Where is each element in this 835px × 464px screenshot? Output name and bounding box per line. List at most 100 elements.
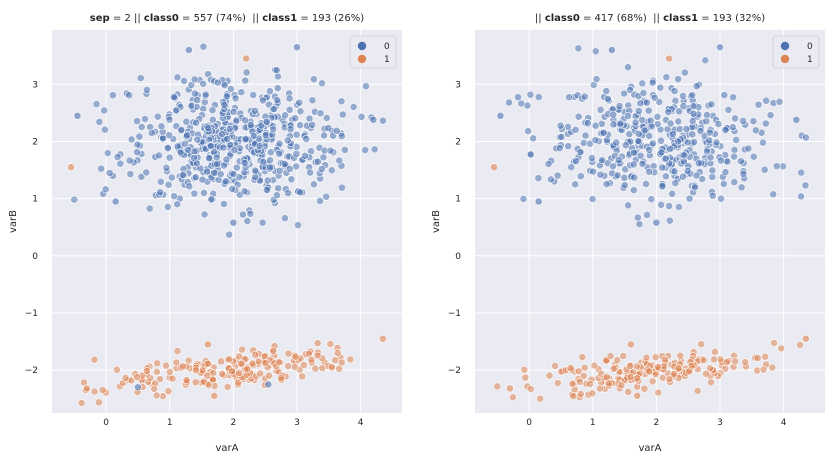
scatter-point-class0 (658, 182, 667, 190)
scatter-point-class0 (666, 145, 675, 153)
scatter-point-class0 (165, 153, 174, 162)
scatter-point-class0 (292, 149, 301, 158)
scatter-point-class1 (707, 378, 715, 387)
y-tick-label: −1 (25, 309, 38, 319)
scatter-point-class1 (218, 369, 226, 378)
scatter-point-class0 (674, 137, 682, 146)
scatter-point-class0 (262, 185, 271, 194)
scatter-point-class1 (580, 363, 589, 372)
scatter-point-class0 (266, 163, 274, 172)
scatter-point-class0 (220, 100, 229, 109)
scatter-point-class0 (586, 139, 594, 148)
scatter-point-class0 (571, 180, 580, 189)
scatter-point-class0 (719, 180, 728, 188)
scatter-point-class1 (313, 339, 322, 348)
scatter-point-class1 (770, 339, 778, 347)
scatter-point-class0 (133, 148, 141, 157)
scatter-point-class0 (607, 46, 616, 54)
scatter-point-class1 (802, 334, 810, 343)
scatter-point-class0 (678, 172, 687, 181)
scatter-point-class0 (649, 139, 657, 148)
scatter-point-class0 (620, 173, 629, 182)
scatter-point-class1 (173, 347, 182, 355)
scatter-point-class1 (261, 358, 270, 367)
scatter-point-class0 (645, 167, 654, 176)
scatter-point-class1 (651, 370, 660, 379)
scatter-point-class1 (609, 364, 618, 373)
scatter-point-class0 (170, 192, 179, 201)
x-tick-label: 3 (717, 418, 723, 428)
scatter-point-class0 (284, 189, 292, 198)
scatter-point-class1 (182, 376, 191, 384)
scatter-point-class0 (689, 102, 698, 111)
scatter-point-class0 (190, 75, 199, 84)
scatter-point-class0 (534, 174, 543, 183)
scatter-point-class1 (520, 365, 529, 374)
x-tick-label: 1 (167, 418, 173, 428)
scatter-point-class0 (286, 125, 295, 134)
scatter-point-class0 (769, 190, 778, 199)
scatter-point-class0 (703, 111, 711, 119)
scatter-point-class0 (213, 78, 222, 87)
scatter-point-class1 (83, 384, 91, 393)
scatter-point-class0 (230, 146, 239, 154)
scatter-point-class1 (578, 353, 587, 361)
scatter-point-class0 (165, 115, 174, 124)
scatter-point-class0 (739, 116, 747, 125)
scatter-point-class0 (283, 136, 292, 145)
scatter-point-class1 (670, 370, 678, 379)
scatter-point-class1 (143, 367, 151, 375)
scatter-point-class1 (165, 367, 174, 376)
scatter-point-class0 (169, 93, 178, 101)
scatter-point-class1 (777, 344, 786, 353)
scatter-point-class0 (696, 127, 705, 135)
scatter-point-class1 (722, 358, 731, 367)
scatter-point-class1 (697, 340, 706, 349)
scatter-point-class0 (370, 145, 379, 154)
legend: 01 (772, 35, 820, 69)
scatter-point-class0 (553, 171, 562, 180)
scatter-point-class0 (134, 383, 142, 392)
scatter-point-class1 (291, 352, 300, 361)
scatter-point-class0 (337, 132, 346, 140)
scatter-point-class0 (708, 166, 717, 175)
scatter-point-class1 (685, 367, 693, 376)
scatter-point-class0 (193, 135, 202, 144)
scatter-point-class0 (293, 43, 301, 52)
scatter-point-class0 (688, 117, 697, 126)
scatter-point-class0 (243, 217, 252, 225)
scatter-point-class1 (699, 356, 708, 365)
scatter-point-class0 (259, 96, 267, 105)
scatter-point-class0 (614, 156, 623, 164)
scatter-point-class0 (657, 200, 666, 209)
scatter-point-class1 (741, 358, 750, 367)
scatter-point-class0 (125, 156, 134, 165)
scatter-point-class0 (225, 125, 234, 133)
scatter-point-class0 (240, 158, 249, 167)
legend: 01 (349, 35, 397, 69)
scatter-point-class1 (318, 364, 327, 373)
scatter-point-class1 (307, 355, 316, 364)
scatter-point-class0 (657, 148, 666, 157)
y-axis-label: varB (431, 210, 442, 233)
scatter-point-class0 (327, 166, 336, 175)
scatter-point-class0 (249, 91, 258, 99)
scatter-point-class0 (624, 111, 632, 120)
scatter-point-class0 (275, 139, 284, 148)
scatter-point-class1 (633, 391, 642, 400)
scatter-point-class0 (173, 200, 182, 209)
scatter-point-class1 (633, 374, 642, 383)
scatter-point-class0 (157, 122, 166, 131)
scatter-point-class0 (638, 116, 646, 124)
scatter-point-class0 (749, 117, 758, 126)
scatter-point-class0 (156, 177, 165, 186)
scatter-point-class0 (136, 74, 145, 82)
scatter-point-class0 (661, 154, 670, 163)
scatter-point-class0 (167, 173, 176, 182)
legend-label: 1 (384, 55, 390, 65)
scatter-point-class0 (201, 90, 210, 99)
scatter-point-class0 (369, 115, 378, 124)
scatter-point-class0 (565, 93, 573, 102)
scatter-point-class0 (251, 173, 260, 182)
